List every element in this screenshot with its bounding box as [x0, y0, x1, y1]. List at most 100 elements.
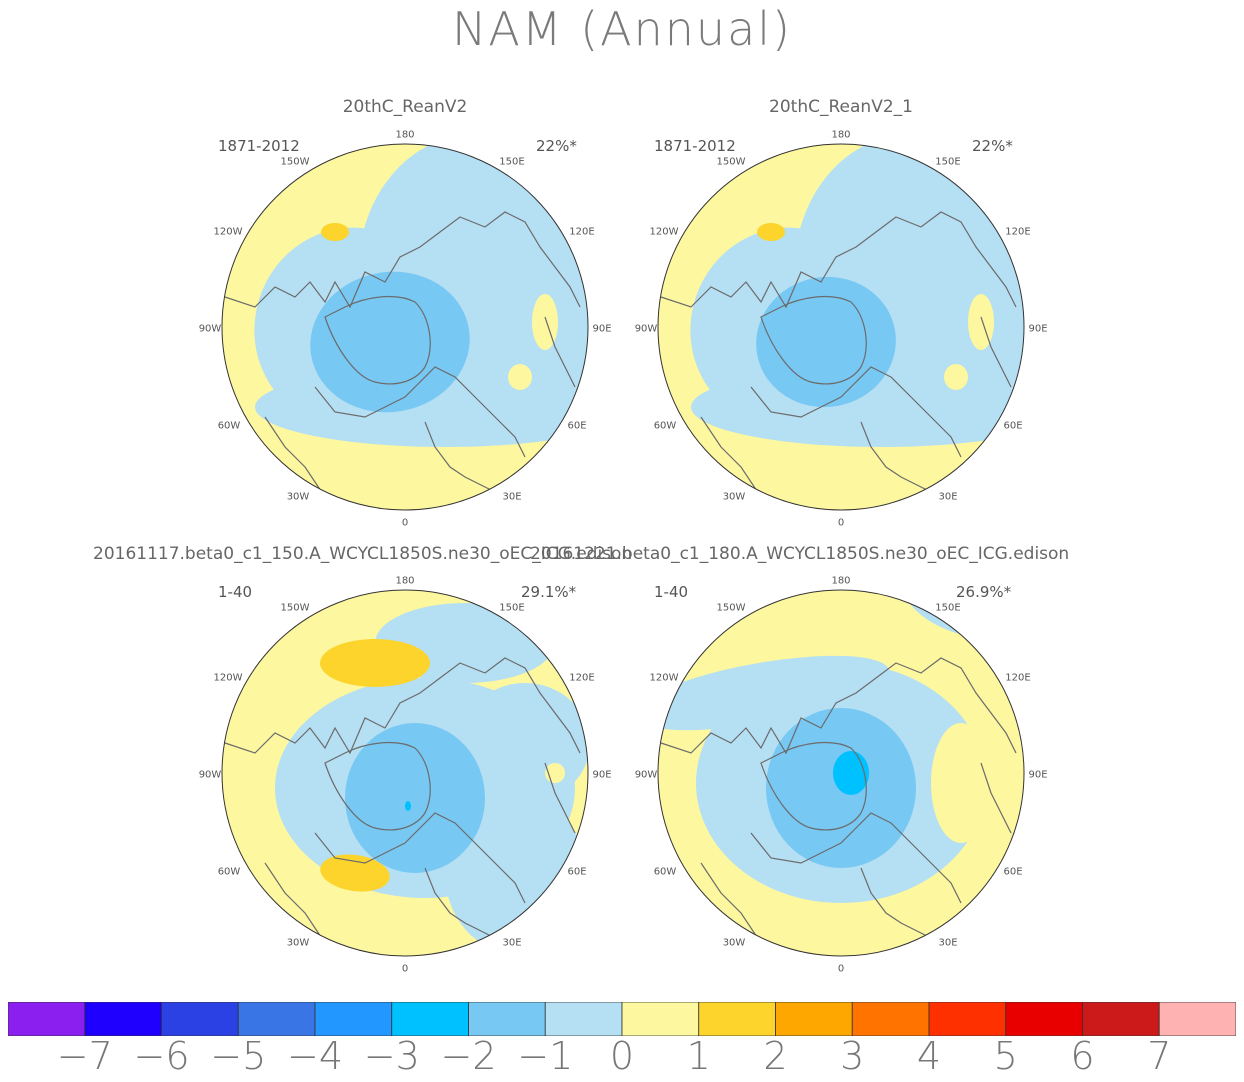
- longitude-label: 30W: [286, 937, 310, 949]
- map-fill-group: [222, 144, 588, 510]
- coastline: [314, 812, 526, 904]
- coastline: [860, 867, 932, 939]
- panel-title-3: 20161117.beta0_c1_150.A_WCYCL1850S.ne30_…: [93, 544, 633, 564]
- longitude-label: 60W: [653, 866, 677, 878]
- longitude-label: 150E: [935, 602, 961, 614]
- coastline: [750, 812, 962, 904]
- contour-dark-blue: [405, 801, 411, 811]
- colorbar-swatch: [698, 1002, 776, 1036]
- longitude-label: 0: [401, 517, 409, 529]
- longitude-label: 150E: [499, 602, 525, 614]
- coastline: [324, 296, 431, 385]
- panel-title-4: 20161221.beta0_c1_180.A_WCYCL1850S.ne30_…: [530, 544, 1070, 564]
- colorbar-swatch: [544, 1002, 623, 1036]
- coastline: [660, 211, 1017, 309]
- colorbar-tick-label: 1: [686, 1034, 711, 1078]
- coastline: [760, 742, 867, 831]
- colorbar-tick-label: 4: [916, 1034, 942, 1078]
- colorbar-tick-label: 3: [840, 1034, 865, 1078]
- contour-yellow-inset: [532, 294, 558, 350]
- coastline: [544, 762, 576, 834]
- longitude-label: 60W: [653, 420, 677, 432]
- longitude-label: 150W: [716, 602, 746, 614]
- longitude-label: 150W: [716, 156, 746, 168]
- longitude-label: 30E: [938, 937, 958, 949]
- longitude-label: 60W: [217, 866, 241, 878]
- longitude-label: 180: [395, 129, 415, 141]
- coastline: [660, 657, 1017, 755]
- panel-period-3: 1-40: [218, 583, 253, 601]
- longitude-label: 60E: [1003, 866, 1023, 878]
- contour-yellow-inset: [968, 294, 994, 350]
- colorbar-tick-label: 6: [1070, 1034, 1095, 1078]
- colorbar-swatch: [775, 1002, 853, 1036]
- longitude-label: 120W: [213, 672, 243, 684]
- map-panel-4: [657, 589, 1025, 957]
- colorbar-swatch: [928, 1002, 1007, 1036]
- map-boundary: [221, 143, 589, 511]
- longitude-label: 60E: [1003, 420, 1023, 432]
- colorbar-tick-label: −1: [517, 1034, 574, 1078]
- longitude-label: 90W: [634, 769, 658, 781]
- longitude-label: 30E: [502, 937, 522, 949]
- longitude-label: 60E: [567, 420, 587, 432]
- colorbar-swatch: [161, 1002, 239, 1036]
- contour-dark-blue: [833, 751, 869, 795]
- map-panel-3: [221, 589, 589, 957]
- longitude-label: 120E: [569, 672, 595, 684]
- longitude-label: 180: [831, 575, 851, 587]
- longitude-label: 120W: [649, 672, 679, 684]
- longitude-label: 150W: [280, 156, 310, 168]
- contour-positive-2: [757, 223, 785, 241]
- longitude-label: 60W: [217, 420, 241, 432]
- longitude-label: 120E: [1005, 672, 1031, 684]
- contour-yellow-inset: [944, 364, 968, 390]
- colorbar-swatch: [1082, 1002, 1160, 1036]
- longitude-label: 0: [401, 963, 409, 975]
- coastline: [980, 316, 1012, 388]
- panel-variance-4: 26.9%*: [956, 583, 1012, 601]
- colorbar-tick-label: 5: [993, 1034, 1018, 1078]
- longitude-label: 90W: [198, 323, 222, 335]
- colorbar-tick-label: −7: [56, 1034, 113, 1078]
- map-fill-group: [658, 144, 1024, 510]
- coastline: [760, 296, 867, 385]
- map-fill-group: [658, 590, 1024, 956]
- colorbar-tick-label: −6: [133, 1034, 190, 1078]
- longitude-label: 30W: [722, 491, 746, 503]
- panel-period-2: 1871-2012: [654, 137, 736, 155]
- longitude-label: 150W: [280, 602, 310, 614]
- map-fill-group: [222, 590, 588, 956]
- longitude-label: 90E: [1028, 769, 1048, 781]
- colorbar-swatch: [851, 1002, 930, 1036]
- longitude-label: 30E: [502, 491, 522, 503]
- colorbar-swatch: [237, 1002, 316, 1036]
- coastline: [424, 867, 496, 939]
- figure-title: NAM (Annual): [452, 2, 792, 56]
- contour-mid-blue: [345, 723, 485, 873]
- longitude-label: 180: [831, 129, 851, 141]
- longitude-label: 150E: [499, 156, 525, 168]
- longitude-label: 90E: [1028, 323, 1048, 335]
- panel-title-1: 20thC_ReanV2: [342, 97, 468, 117]
- longitude-label: 90W: [634, 323, 658, 335]
- coastline: [424, 421, 496, 493]
- colorbar-swatch: [1005, 1002, 1083, 1036]
- colorbar-tick-label: −3: [363, 1034, 420, 1078]
- colorbar-tick-label: −2: [440, 1034, 497, 1078]
- longitude-label: 60E: [567, 866, 587, 878]
- colorbar-tick-label: 2: [763, 1034, 788, 1078]
- coastline: [314, 366, 526, 458]
- colorbar-swatch: [8, 1002, 86, 1036]
- coastline: [224, 657, 581, 755]
- contour-positive-2: [320, 639, 430, 687]
- longitude-label: 180: [395, 575, 415, 587]
- longitude-label: 150E: [935, 156, 961, 168]
- coastline: [324, 742, 431, 831]
- map-boundary: [221, 589, 589, 957]
- coastline: [224, 211, 581, 309]
- contour-yellow-inset: [931, 723, 991, 843]
- map-boundary: [657, 143, 1025, 511]
- map-boundary: [657, 589, 1025, 957]
- longitude-label: 90W: [198, 769, 222, 781]
